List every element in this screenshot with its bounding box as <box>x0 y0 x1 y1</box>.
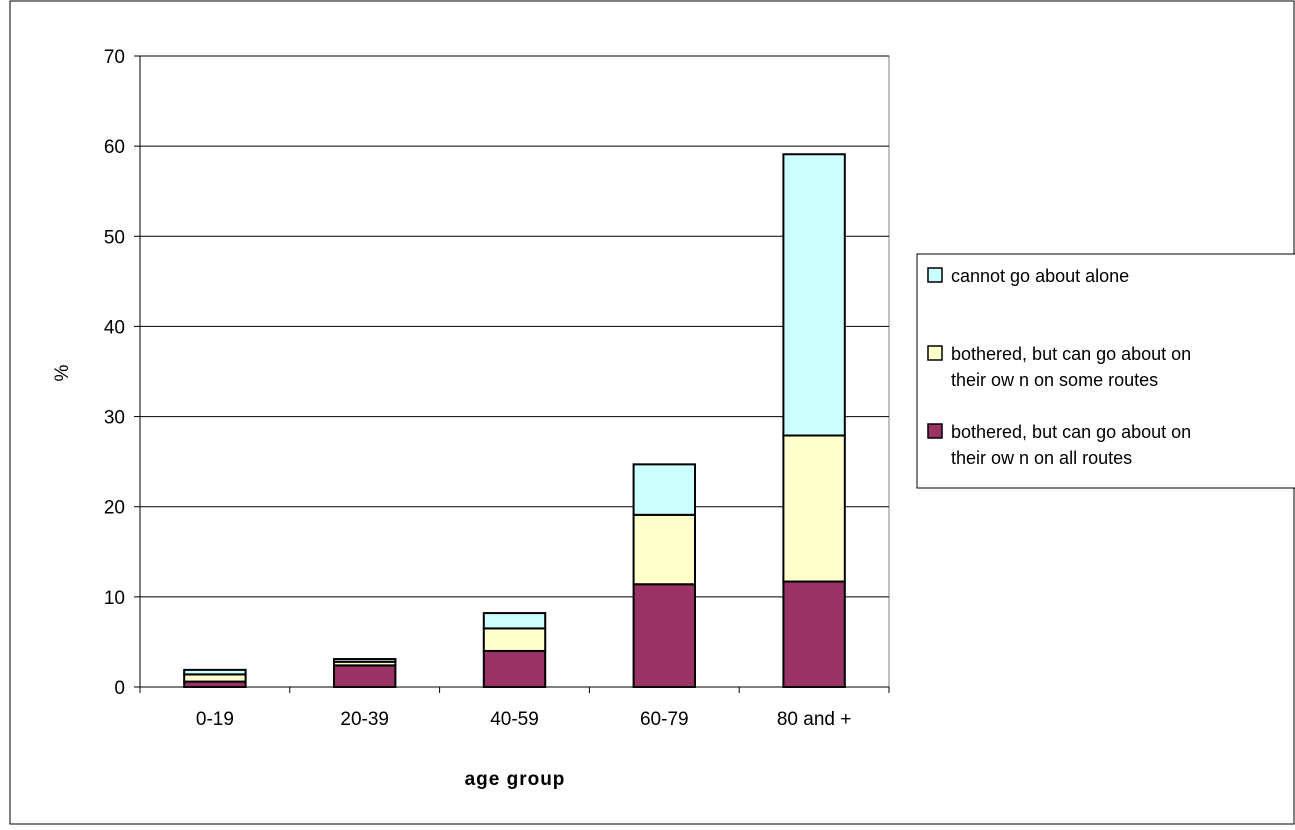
x-tick-label: 60-79 <box>640 709 689 730</box>
y-tick-label: 20 <box>104 498 125 519</box>
axes <box>134 55 890 693</box>
bar-segment <box>183 673 247 683</box>
x-tick-label: 80 and + <box>777 709 852 730</box>
bar-segment <box>632 463 697 516</box>
x-tick-label: 20-39 <box>340 709 389 730</box>
gridlines <box>140 55 889 598</box>
bar-segment <box>782 580 846 688</box>
y-tick-label: 60 <box>104 137 125 158</box>
y-tick-label: 70 <box>104 47 125 68</box>
legend-swatch <box>927 423 943 439</box>
bar-segment <box>632 583 697 688</box>
y-tick-label: 40 <box>104 317 125 338</box>
bar-segment <box>482 612 547 630</box>
legend-box <box>916 253 1295 489</box>
legend-label: their ow n on all routes <box>951 448 1132 468</box>
bar-segment <box>482 649 547 689</box>
y-tick-label: 30 <box>104 408 125 429</box>
bars <box>183 153 846 689</box>
bar-segment <box>332 658 397 663</box>
x-axis-title: age group <box>465 769 566 790</box>
plot-area <box>139 55 890 688</box>
x-tick-labels: 0-19 20-39 40-59 60-79 80 and + <box>196 709 851 730</box>
legend-label: bothered, but can go about on <box>951 422 1191 442</box>
y-tick-labels: 0 10 20 30 40 50 60 70 <box>104 47 125 699</box>
bar-segment <box>782 153 846 437</box>
legend-swatch <box>927 267 943 283</box>
legend-label: their ow n on some routes <box>951 370 1158 390</box>
x-tick-label: 0-19 <box>196 709 234 730</box>
legend-label: bothered, but can go about on <box>951 344 1191 364</box>
bar-segment <box>632 513 697 586</box>
bar-segment <box>782 434 846 583</box>
legend-swatch <box>927 345 943 361</box>
y-tick-label: 50 <box>104 227 125 248</box>
x-tick-label: 40-59 <box>490 709 539 730</box>
y-tick-label: 10 <box>104 588 125 609</box>
bar-segment <box>183 668 247 676</box>
y-axis-title: % <box>52 364 73 381</box>
legend-label: cannot go about alone <box>951 266 1129 286</box>
y-tick-label: 0 <box>114 678 125 699</box>
bar-segment <box>482 627 547 652</box>
legend: cannot go about alone bothered, but can g… <box>916 253 1295 489</box>
bar-segment <box>332 664 397 689</box>
